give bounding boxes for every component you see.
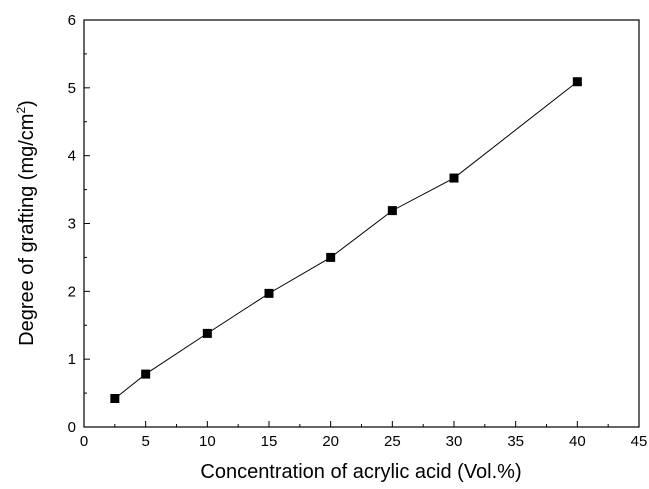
x-tick-label: 5: [141, 433, 149, 450]
y-tick-label: 6: [68, 12, 76, 29]
data-point-marker: [110, 394, 120, 404]
data-point-marker: [449, 173, 459, 183]
x-tick-label: 10: [199, 433, 216, 450]
x-tick-label: 15: [261, 433, 278, 450]
y-axis-title: Degree of grafting (mg/cm2): [14, 100, 38, 346]
series-line: [114, 81, 578, 399]
y-tick-label: 3: [68, 216, 76, 233]
x-tick-label: 45: [631, 433, 648, 450]
y-tick-label: 1: [68, 351, 76, 368]
x-axis-ticks: 0 5 10 15 20 25 30 35 40 45: [80, 421, 648, 450]
plot-area-frame: [83, 19, 640, 428]
data-point-marker: [202, 328, 212, 338]
y-axis-title-main: Degree of grafting (mg/cm: [16, 114, 38, 346]
series-layer: [110, 77, 582, 404]
y-axis-title-superscript: 2: [14, 107, 28, 114]
x-tick-label: 0: [80, 433, 88, 450]
data-point-marker: [387, 206, 397, 216]
y-tick-label: 2: [68, 283, 76, 300]
y-tick-label: 0: [68, 419, 76, 436]
x-tick-label: 25: [384, 433, 401, 450]
y-axis-title-close: ): [16, 100, 38, 107]
y-tick-label: 5: [68, 80, 76, 97]
x-axis-title: Concentration of acrylic acid (Vol.%): [200, 461, 521, 483]
data-point-marker: [264, 288, 274, 298]
x-tick-label: 30: [446, 433, 463, 450]
data-point-marker: [572, 77, 582, 87]
data-point-marker: [326, 252, 336, 262]
x-tick-label: 20: [322, 433, 339, 450]
x-tick-label: 40: [569, 433, 586, 450]
y-tick-label: 4: [68, 148, 76, 165]
y-axis-ticks: 0 1 2 3 4 5 6: [68, 12, 90, 436]
x-tick-label: 35: [507, 433, 524, 450]
data-point-marker: [141, 369, 151, 379]
